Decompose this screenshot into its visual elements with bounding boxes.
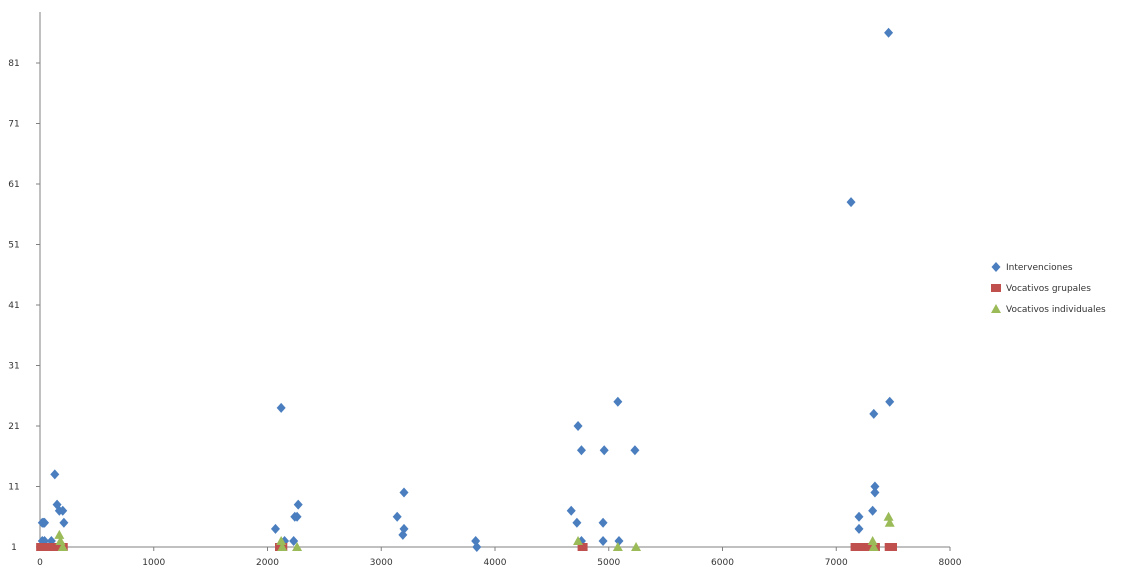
- diamond-point: [576, 445, 586, 456]
- x-tick-label: 5000: [597, 558, 620, 568]
- diamond-point: [472, 542, 482, 552]
- diamond-point: [289, 535, 299, 546]
- legend-label: Vocativos grupales: [1006, 284, 1091, 294]
- legend-label: Vocativos individuales: [1006, 305, 1106, 315]
- diamond-point: [292, 511, 302, 522]
- triangle-point: [276, 535, 287, 545]
- diamond-point: [614, 535, 624, 546]
- triangle-point: [573, 535, 584, 545]
- x-axis-ticks: 0 1000 2000 3000 4000 5000 6000 7000 8000: [37, 547, 962, 568]
- diamond-point: [573, 421, 583, 431]
- triangle-point: [631, 542, 642, 551]
- x-tick-label: 1000: [142, 558, 165, 568]
- diamond-point: [58, 505, 68, 516]
- y-tick-label: 21: [8, 422, 19, 432]
- triangle-point: [57, 542, 68, 551]
- triangle-point: [277, 542, 288, 551]
- triangle-point: [883, 511, 894, 521]
- diamond-point: [599, 445, 609, 456]
- plot-area: [39, 12, 950, 548]
- diamond-point: [392, 511, 402, 522]
- y-tick-label: 81: [8, 59, 19, 69]
- x-tick-label: 0: [37, 558, 43, 568]
- triangle-point: [612, 542, 623, 551]
- diamond-point: [870, 487, 880, 498]
- square-point: [886, 543, 897, 551]
- x-tick-label: 7000: [825, 558, 848, 568]
- triangle-point: [54, 529, 65, 539]
- y-tick-label: 11: [8, 483, 19, 493]
- x-tick-label: 2000: [256, 558, 279, 568]
- diamond-point: [399, 523, 409, 534]
- y-tick-label: 31: [8, 362, 19, 372]
- diamond-point: [885, 396, 895, 407]
- diamond-point: [630, 445, 640, 456]
- diamond-point: [399, 487, 409, 498]
- triangle-point: [868, 542, 879, 551]
- y-tick-label: 51: [8, 241, 19, 251]
- square-point: [864, 543, 875, 551]
- diamond-point: [884, 27, 894, 38]
- legend-label: Intervenciones: [1006, 263, 1073, 273]
- square-point: [577, 543, 588, 551]
- triangle-point: [292, 542, 303, 551]
- diamond-point: [869, 408, 879, 419]
- series-diamond: [37, 27, 895, 552]
- legend: Intervenciones Vocativos grupales Vocativo…: [991, 262, 1106, 315]
- legend-triangle-marker: [991, 304, 1001, 313]
- y-tick-label: 1: [11, 543, 17, 553]
- x-tick-label: 3000: [370, 558, 393, 568]
- diamond-point: [846, 197, 856, 208]
- diamond-point: [276, 402, 286, 413]
- legend-square-marker: [991, 284, 1001, 292]
- y-tick-label: 41: [8, 301, 19, 311]
- data-points: [36, 27, 897, 552]
- diamond-point: [270, 523, 280, 534]
- square-point: [855, 543, 866, 551]
- diamond-point: [293, 499, 303, 510]
- diamond-point: [50, 469, 60, 480]
- diamond-point: [572, 517, 582, 528]
- y-tick-label: 71: [8, 120, 19, 130]
- diamond-point: [40, 517, 50, 528]
- x-tick-label: 8000: [939, 558, 962, 568]
- series-triangle: [54, 511, 895, 551]
- diamond-point: [870, 481, 880, 492]
- y-tick-label: 61: [8, 180, 19, 190]
- triangle-point: [867, 535, 878, 545]
- diamond-point: [854, 523, 864, 534]
- diamond-point: [613, 396, 623, 407]
- triangle-point: [884, 517, 895, 527]
- diamond-point: [854, 511, 864, 522]
- x-tick-label: 6000: [711, 558, 734, 568]
- diamond-point: [59, 517, 69, 528]
- x-tick-label: 4000: [484, 558, 507, 568]
- square-point: [48, 543, 59, 551]
- diamond-point: [566, 505, 576, 516]
- diamond-point: [598, 535, 608, 546]
- legend-diamond-marker: [991, 262, 1001, 272]
- diamond-point: [868, 505, 878, 516]
- diamond-point: [598, 517, 608, 528]
